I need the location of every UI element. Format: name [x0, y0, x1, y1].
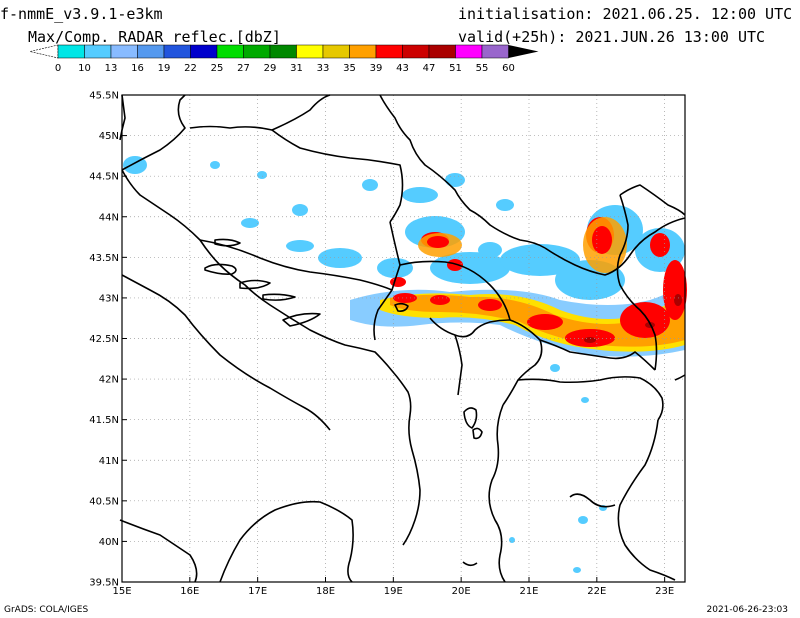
- y-tick-label: 42N: [99, 375, 119, 386]
- y-tick-label: 44N: [99, 212, 119, 223]
- x-tick-label: 17E: [248, 586, 267, 597]
- y-tick-label: 43N: [99, 293, 119, 304]
- colorbar-label: 16: [131, 63, 144, 74]
- x-tick-label: 18E: [316, 586, 335, 597]
- model-title: f-nmmE_v3.9.1-e3km: [0, 5, 163, 23]
- y-tick-label: 41.5N: [89, 415, 119, 426]
- x-tick-label: 21E: [519, 586, 538, 597]
- colorbar-label: 29: [264, 63, 277, 74]
- colorbar-label: 51: [449, 63, 462, 74]
- x-tick-label: 23E: [655, 586, 674, 597]
- colorbar-label: 13: [105, 63, 118, 74]
- radar-echo-layer: [123, 156, 687, 573]
- valid-time: valid(+25h): 2021.JUN.26 13:00 UTC: [458, 28, 766, 46]
- x-tick-label: 22E: [587, 586, 606, 597]
- colorbar-max-arrow: [508, 45, 539, 58]
- y-tick-label: 40N: [99, 537, 119, 548]
- x-tick-label: 16E: [180, 586, 199, 597]
- y-tick-label: 39.5N: [89, 578, 119, 589]
- y-tick-label: 43.5N: [89, 253, 119, 264]
- colorbar-label: 39: [370, 63, 383, 74]
- colorbar-label: 55: [476, 63, 489, 74]
- colorbar-label: 60: [502, 63, 515, 74]
- axis-labels: 15E 16E 17E 18E 19E 20E 21E 22E 23E 45.5N 45N 44.5N…: [89, 91, 674, 598]
- colorbar-label: 27: [237, 63, 250, 74]
- x-tick-label: 15E: [112, 586, 131, 597]
- y-tick-label: 40.5N: [89, 496, 119, 507]
- grads-credit: GrADS: COLA/IGES: [4, 605, 89, 615]
- colorbar-label: 33: [317, 63, 330, 74]
- y-tick-label: 41N: [99, 456, 119, 467]
- colorbar-label: 35: [343, 63, 356, 74]
- colorbar-label: 25: [211, 63, 224, 74]
- y-tick-label: 45.5N: [89, 91, 119, 102]
- render-timestamp: 2021-06-26-23:03: [706, 605, 789, 615]
- y-tick-label: 45N: [99, 131, 119, 142]
- colorbar-label: 19: [158, 63, 171, 74]
- colorbar-label: 0: [55, 63, 61, 74]
- y-tick-label: 42.5N: [89, 334, 119, 345]
- product-title: Max/Comp. RADAR reflec.[dbZ]: [28, 28, 281, 46]
- colorbar-label: 47: [423, 63, 436, 74]
- colorbar-label: 10: [78, 63, 91, 74]
- coastlines-and-borders: [119, 94, 686, 583]
- x-tick-label: 20E: [452, 586, 471, 597]
- x-tick-label: 19E: [384, 586, 403, 597]
- initialisation-time: initialisation: 2021.06.25. 12:00 UTC: [458, 5, 793, 23]
- colorbar-label: 22: [184, 63, 197, 74]
- colorbar-label: 43: [396, 63, 409, 74]
- colorbar-label: 31: [290, 63, 303, 74]
- colorbar: 0 10 13 16 19 22 25 27 29 31 33 35 39 43 47 51 55 60: [29, 44, 539, 74]
- y-tick-label: 44.5N: [89, 172, 119, 183]
